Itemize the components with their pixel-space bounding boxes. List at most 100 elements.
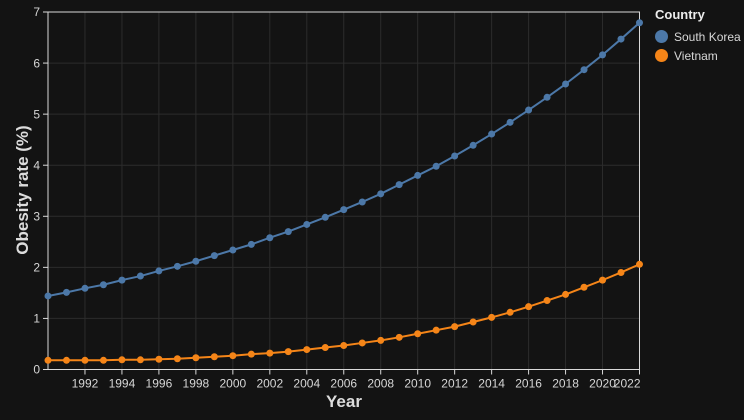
data-point (488, 130, 496, 138)
y-tick-label: 4 (33, 158, 40, 172)
legend-title: Country (655, 7, 705, 22)
data-point (469, 318, 477, 326)
data-point (432, 326, 440, 334)
y-tick-label: 2 (33, 261, 40, 275)
y-axis: 0 1 2 3 4 5 6 7 (33, 5, 48, 377)
data-point (525, 106, 533, 114)
data-point (99, 356, 107, 364)
data-point (543, 297, 551, 305)
vietnam-swatch (655, 49, 668, 62)
data-point (377, 336, 385, 344)
x-tick-label: 1994 (109, 376, 136, 390)
data-point (488, 313, 496, 321)
data-point (562, 290, 570, 298)
x-tick-label: 2002 (256, 376, 283, 390)
x-tick-label: 2014 (478, 376, 505, 390)
data-point (266, 349, 274, 357)
data-point (451, 152, 459, 160)
south-korea-swatch (655, 30, 668, 43)
legend-item-vietnam: Vietnam (655, 46, 741, 65)
legend-label-south-korea: South Korea (674, 29, 741, 44)
data-point (192, 257, 200, 265)
data-point (358, 198, 366, 206)
data-point (118, 356, 126, 364)
data-point (617, 35, 625, 43)
x-tick-label: 2022 (614, 376, 641, 390)
legend-label-vietnam: Vietnam (674, 48, 718, 63)
data-point (62, 288, 70, 296)
x-tick-label: 2018 (552, 376, 579, 390)
data-point (395, 181, 403, 189)
data-point (210, 353, 218, 361)
data-point (118, 276, 126, 284)
series-south-korea (44, 19, 643, 300)
data-point (44, 356, 52, 364)
data-point (580, 283, 588, 291)
series-vietnam (44, 260, 643, 364)
data-point (543, 93, 551, 101)
data-point (81, 356, 89, 364)
data-point (395, 333, 403, 341)
data-point (358, 339, 366, 347)
data-point (599, 51, 607, 59)
y-tick-label: 5 (33, 107, 40, 121)
y-tick-label: 7 (33, 5, 40, 19)
x-tick-label: 1998 (183, 376, 210, 390)
data-point (44, 292, 52, 300)
y-tick-label: 0 (33, 363, 40, 377)
gridlines (48, 11, 640, 370)
data-point (136, 356, 144, 364)
data-point (173, 355, 181, 363)
data-point (469, 141, 477, 149)
data-point (99, 281, 107, 289)
y-tick-label: 3 (33, 209, 40, 223)
legend: Country South Korea Vietnam (655, 7, 741, 65)
x-tick-label: 2016 (515, 376, 542, 390)
x-tick-label: 2020 (589, 376, 616, 390)
data-point (432, 162, 440, 170)
data-point (210, 252, 218, 260)
y-tick-label: 1 (33, 312, 40, 326)
x-tick-label: 2012 (441, 376, 468, 390)
data-point (284, 348, 292, 356)
data-point (229, 246, 237, 254)
data-point (155, 355, 163, 363)
data-point (247, 240, 255, 248)
x-tick-label: 2004 (293, 376, 320, 390)
data-point (340, 341, 348, 349)
data-point (636, 260, 643, 268)
data-point (62, 356, 70, 364)
data-point (636, 19, 643, 27)
x-tick-label: 2008 (367, 376, 394, 390)
data-point (506, 118, 514, 126)
data-point (377, 190, 385, 198)
data-point (136, 272, 144, 280)
data-point (599, 276, 607, 284)
data-point (173, 262, 181, 270)
data-point (562, 80, 570, 88)
data-point (451, 323, 459, 331)
x-tick-label: 2000 (219, 376, 246, 390)
x-tick-label: 2006 (330, 376, 357, 390)
data-point (506, 308, 514, 316)
data-point (81, 284, 89, 292)
data-point (321, 213, 329, 221)
x-axis-title: Year (326, 392, 362, 411)
legend-item-south-korea: South Korea (655, 27, 741, 46)
y-axis-title: Obesity rate (%) (13, 125, 32, 255)
x-tick-label: 1992 (72, 376, 99, 390)
data-point (617, 268, 625, 276)
data-point (525, 303, 533, 311)
data-point (192, 354, 200, 362)
data-point (414, 330, 422, 338)
data-point (340, 206, 348, 214)
x-tick-label: 2010 (404, 376, 431, 390)
data-point (580, 66, 588, 74)
data-point (229, 352, 237, 360)
x-axis: 1992 1994 1996 1998 2000 2002 2004 2006 2008 2010… (72, 369, 641, 390)
y-tick-label: 6 (33, 56, 40, 70)
data-point (303, 220, 311, 228)
x-tick-label: 1996 (146, 376, 173, 390)
